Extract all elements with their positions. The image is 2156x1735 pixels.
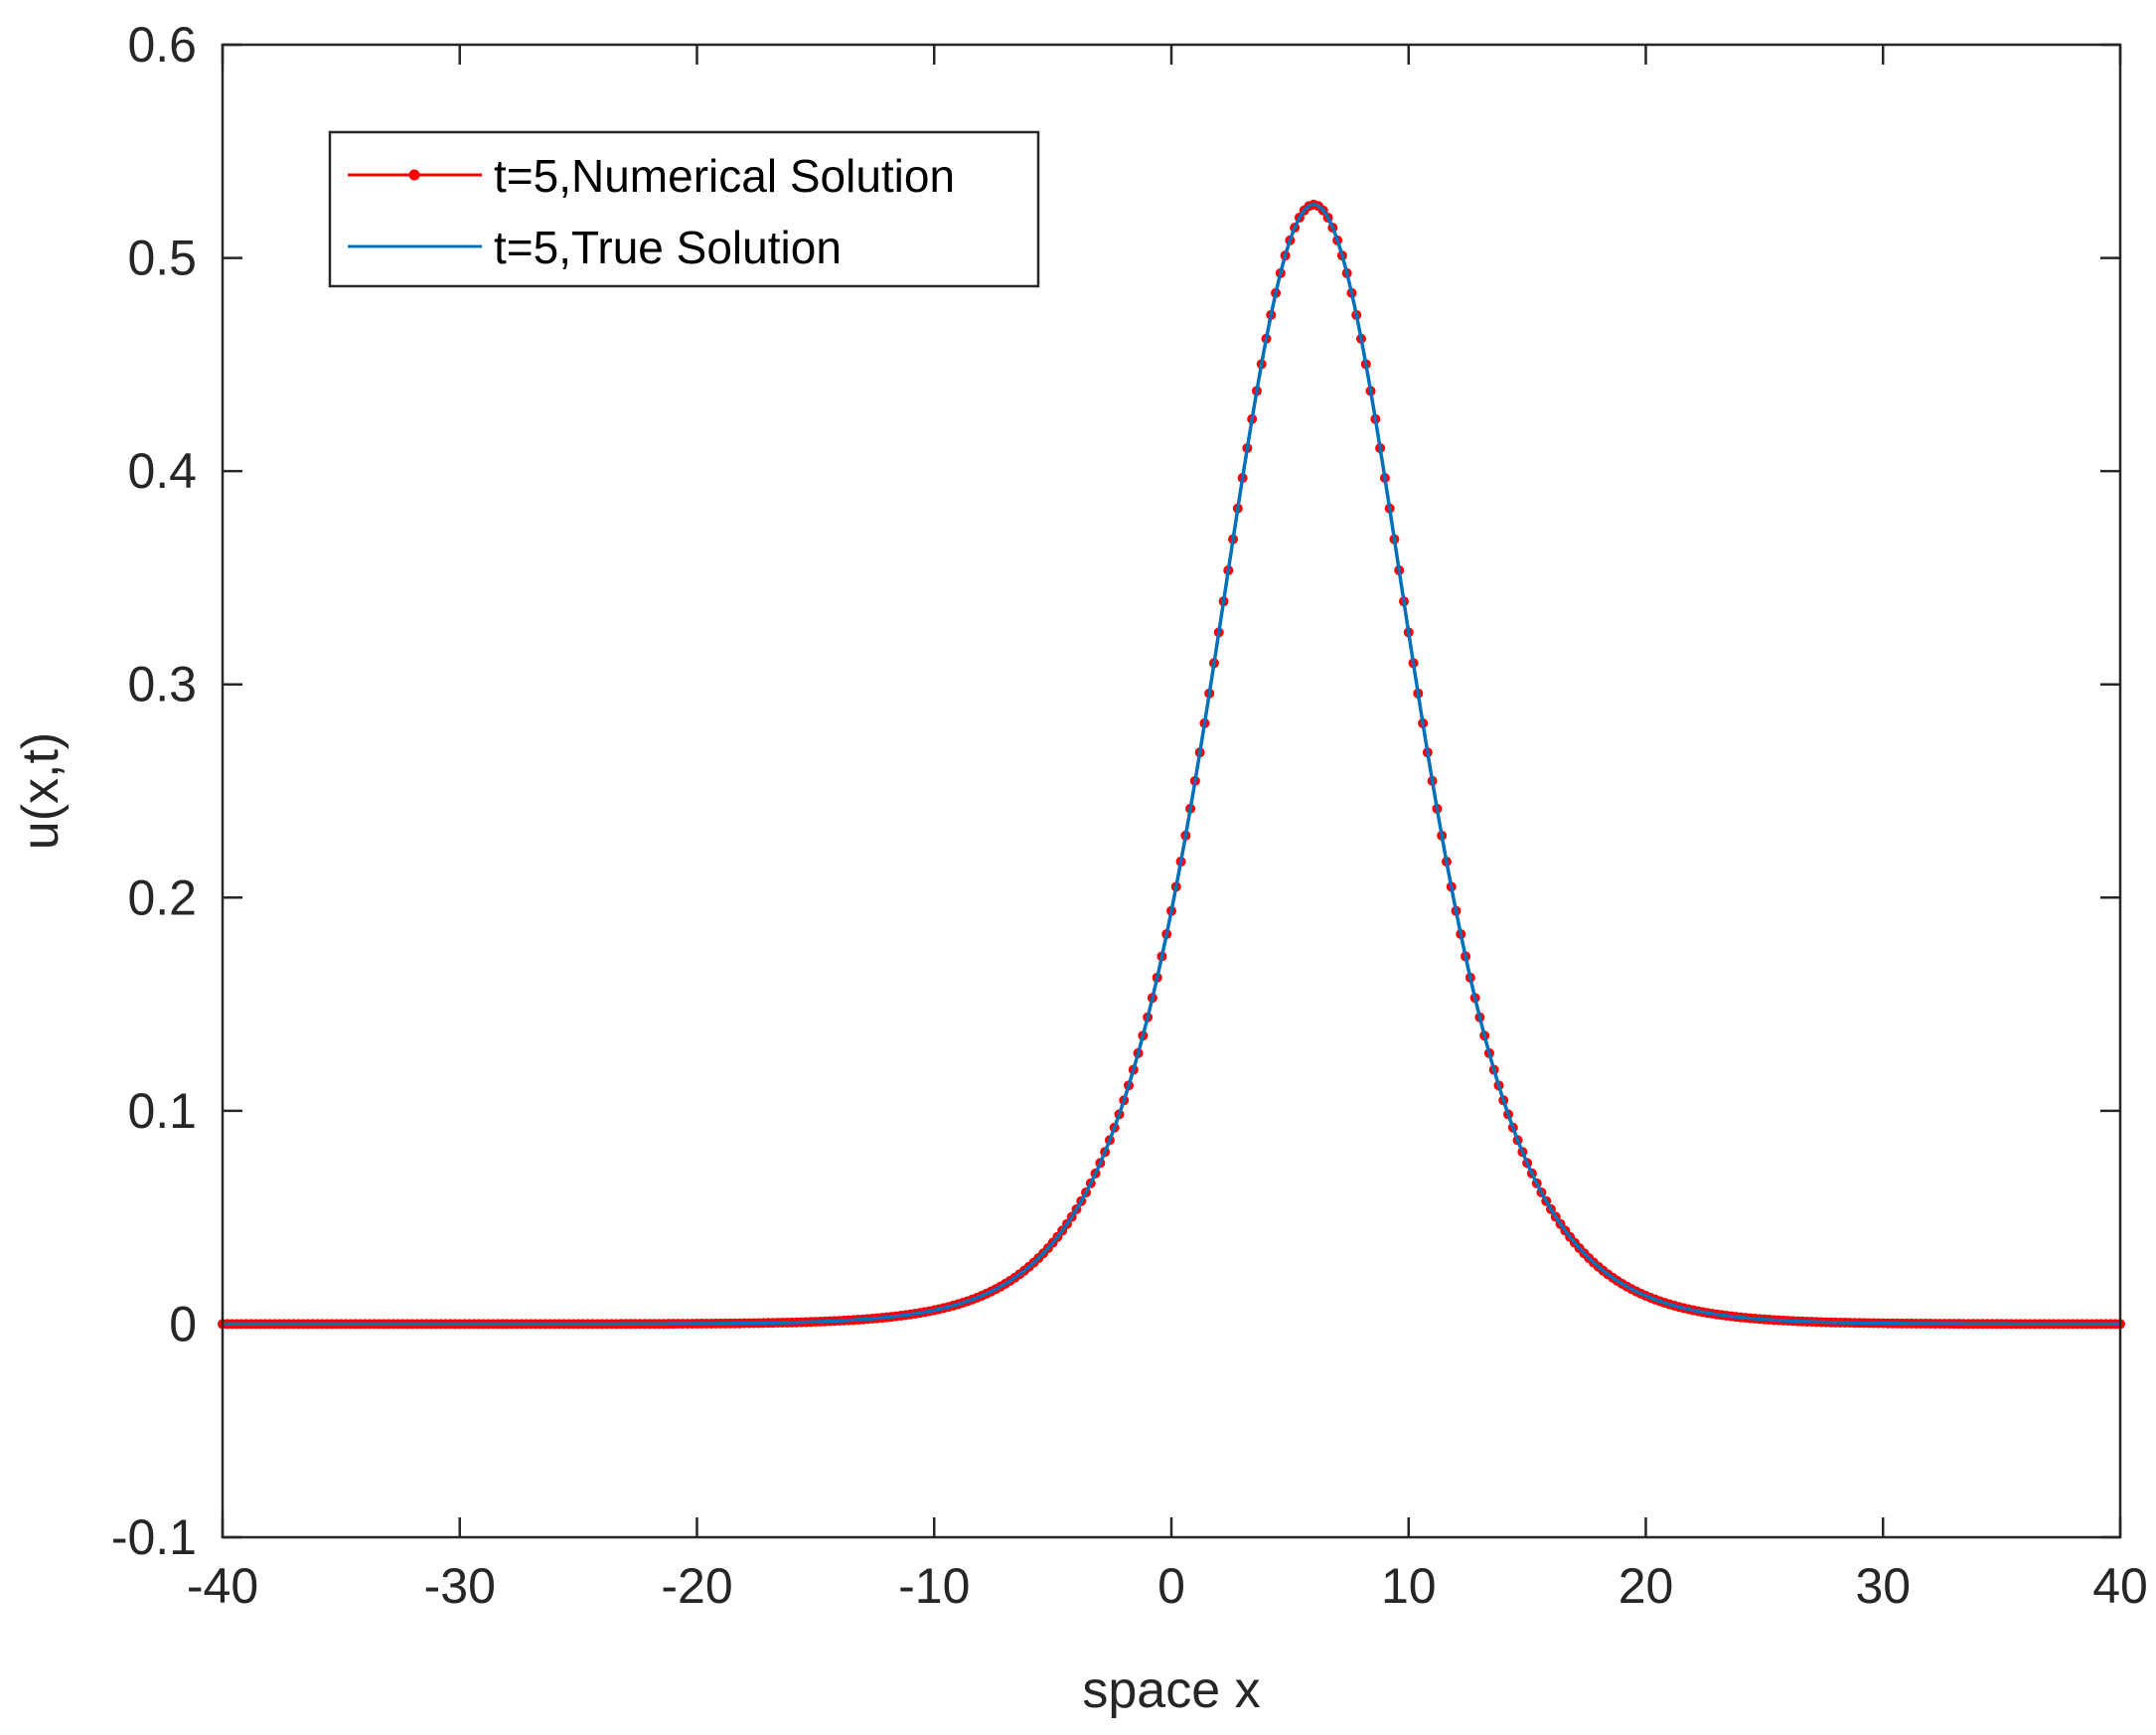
series-line-true-solution xyxy=(223,203,2120,1327)
x-tick-label: 30 xyxy=(1855,1558,1911,1614)
y-tick-label: 0.2 xyxy=(127,869,197,925)
x-axis-ticks: -40 -30 -20 -10 0 10 20 30 40 xyxy=(187,45,2148,1614)
x-tick-label: 40 xyxy=(2092,1558,2148,1614)
legend-label-numerical: t=5,Numerical Solution xyxy=(494,150,955,202)
x-tick-label: -20 xyxy=(661,1558,732,1614)
legend: t=5,Numerical Solution t=5,True Solution xyxy=(328,130,1040,288)
x-tick-label: -40 xyxy=(187,1558,258,1614)
x-tick-label: -30 xyxy=(424,1558,496,1614)
numerical-solution-markers xyxy=(218,199,2125,1330)
y-axis-label: u(x,t) xyxy=(12,732,70,850)
x-tick-label: 0 xyxy=(1157,1558,1185,1614)
plot-frame xyxy=(221,43,2122,1539)
x-tick-label: 10 xyxy=(1381,1558,1437,1614)
y-tick-label: 0.3 xyxy=(127,657,197,712)
y-tick-label: 0.4 xyxy=(127,443,197,499)
y-tick-label: 0.6 xyxy=(127,17,197,73)
series-layer xyxy=(218,199,2125,1330)
x-tick-label: 20 xyxy=(1618,1558,1674,1614)
y-tick-label: 0 xyxy=(169,1296,197,1351)
plot-background xyxy=(223,45,2120,1537)
legend-box xyxy=(328,130,1040,288)
y-tick-label: 0.5 xyxy=(127,231,197,286)
y-tick-label: -0.1 xyxy=(111,1509,197,1565)
y-axis-ticks: -0.1 0 0.1 0.2 0.3 0.4 0.5 0.6 xyxy=(111,17,2120,1565)
legend-label-true: t=5,True Solution xyxy=(494,222,842,273)
y-tick-label: 0.1 xyxy=(127,1083,197,1139)
x-axis-label: space x xyxy=(1082,1661,1260,1719)
legend-marker-numerical xyxy=(408,169,420,181)
x-tick-label: -10 xyxy=(898,1558,970,1614)
